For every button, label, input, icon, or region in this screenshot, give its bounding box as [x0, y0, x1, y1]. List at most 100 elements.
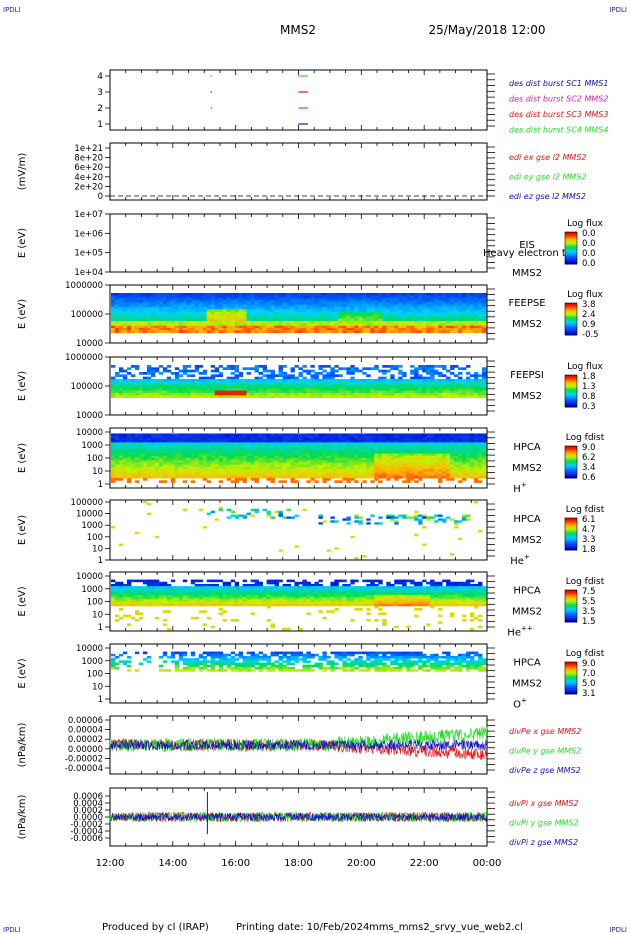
spectrogram-cell [158, 318, 164, 322]
spectrogram-cell [286, 311, 291, 315]
spectrogram-cell [314, 471, 319, 475]
spectrogram-cell [114, 442, 120, 446]
spectrogram-cell [290, 295, 295, 299]
spectrogram-cell [206, 304, 212, 308]
spectrogram-cell [410, 460, 415, 463]
spectrogram-cell [218, 314, 224, 317]
spectrogram-cell [318, 309, 323, 313]
spectrogram-cell [146, 471, 152, 475]
spectrogram-cell [478, 314, 483, 317]
spectrogram-cell [450, 473, 455, 477]
spectrogram-cell [174, 381, 180, 385]
spectrogram-cell [274, 295, 279, 299]
spectrogram-cell [458, 453, 463, 457]
spectrogram-cell [158, 460, 164, 463]
spectrogram-cell [274, 442, 279, 446]
spectrogram-cell [262, 469, 267, 472]
spectrogram-cell [194, 455, 200, 459]
spectrogram-cell [438, 388, 443, 392]
spectrogram-cell [146, 311, 152, 315]
spectrogram-cell [390, 314, 395, 317]
spectrogram-cell [178, 473, 184, 477]
spectrogram-cell [338, 462, 343, 466]
spectrogram-cell [170, 469, 176, 472]
spectrogram-cell [111, 383, 116, 387]
spectrogram-cell [186, 455, 192, 459]
spectrogram-cell [458, 444, 463, 448]
spectrogram-cell [278, 462, 283, 466]
spectrogram-cell [202, 460, 208, 463]
spectrogram-cell [350, 460, 355, 463]
spectrogram-cell [254, 440, 260, 443]
spectrogram-cell [202, 444, 208, 448]
spectrogram-cell [190, 388, 196, 392]
spectrogram-cell [338, 374, 343, 378]
spectrogram-cell [154, 451, 160, 454]
colorbar-segment [565, 404, 577, 407]
spectrogram-cell [218, 311, 224, 315]
spectrogram-cell [266, 388, 271, 392]
spectrogram-cell [226, 455, 232, 459]
spectrogram-cell [114, 330, 120, 334]
spectrogram-cell [134, 480, 140, 483]
spectrogram-cell [250, 393, 256, 396]
spectrogram-cell [138, 372, 144, 375]
spectrogram-cell [398, 455, 403, 459]
spectrogram-cell [318, 464, 323, 468]
spectrogram-cell [246, 309, 252, 313]
spectrogram-cell [246, 372, 252, 375]
spectrogram-cell [330, 304, 335, 308]
spectrogram-cell [111, 460, 116, 463]
spectrogram-cell [362, 442, 367, 446]
spectrogram-cell [298, 390, 303, 394]
spectrogram-cell [111, 302, 116, 306]
spectrogram-cell [418, 393, 423, 396]
spectrogram-cell [474, 295, 479, 299]
spectrogram-cell [250, 442, 256, 446]
spectrogram-cell [274, 458, 279, 461]
spectrogram-cell [142, 444, 148, 448]
spectrogram-cell [362, 435, 367, 439]
spectrogram-cell [358, 458, 363, 461]
spectrogram-cell [298, 374, 303, 378]
spectrogram-cell [162, 314, 168, 317]
spectrogram-cell [214, 383, 220, 387]
spectrogram-cell [222, 393, 228, 396]
spectrogram-cell [310, 478, 315, 481]
spectrogram-cell [466, 395, 471, 399]
spectrogram-cell [278, 386, 283, 389]
spectrogram-cell [462, 325, 467, 329]
spectrogram-cell [470, 314, 475, 317]
spectrogram-cell [290, 444, 295, 448]
spectrogram-cell [330, 451, 335, 454]
colorbar-tick: 0.3 [582, 402, 596, 412]
spectrogram-cell [474, 316, 479, 320]
spectrogram-cell [386, 471, 391, 475]
spectrogram-cell [158, 442, 164, 446]
spectrogram-cell [238, 307, 244, 310]
spectrogram-cell [238, 386, 244, 389]
spectrogram-cell [302, 471, 307, 475]
spectrogram-cell [178, 330, 184, 334]
spectrogram-cell [326, 393, 331, 396]
spectrogram-cell [118, 295, 124, 299]
spectrogram-cell [142, 437, 148, 441]
spectrogram-cell [290, 437, 295, 441]
spectrogram-cell [206, 316, 212, 320]
legend-entry: des dist burst SC2 MMS2 [509, 95, 608, 104]
spectrogram-cell [350, 309, 355, 313]
spectrogram-cell [210, 440, 216, 443]
spectrogram-cell [402, 453, 407, 457]
spectrogram-cell [246, 444, 252, 448]
spectrogram-cell [398, 469, 403, 472]
spectrogram-cell [214, 321, 220, 324]
spectrogram-cell [418, 460, 423, 463]
spectrogram-cell [386, 393, 391, 396]
spectrogram-cell [250, 473, 256, 477]
spectrogram-cell [382, 383, 387, 387]
y-tick-label: 2e+20 [74, 182, 103, 192]
spectrogram-cell [458, 433, 463, 437]
spectrogram-cell [218, 442, 224, 446]
spectrogram-cell [150, 462, 156, 466]
spectrogram-cell [166, 471, 172, 475]
